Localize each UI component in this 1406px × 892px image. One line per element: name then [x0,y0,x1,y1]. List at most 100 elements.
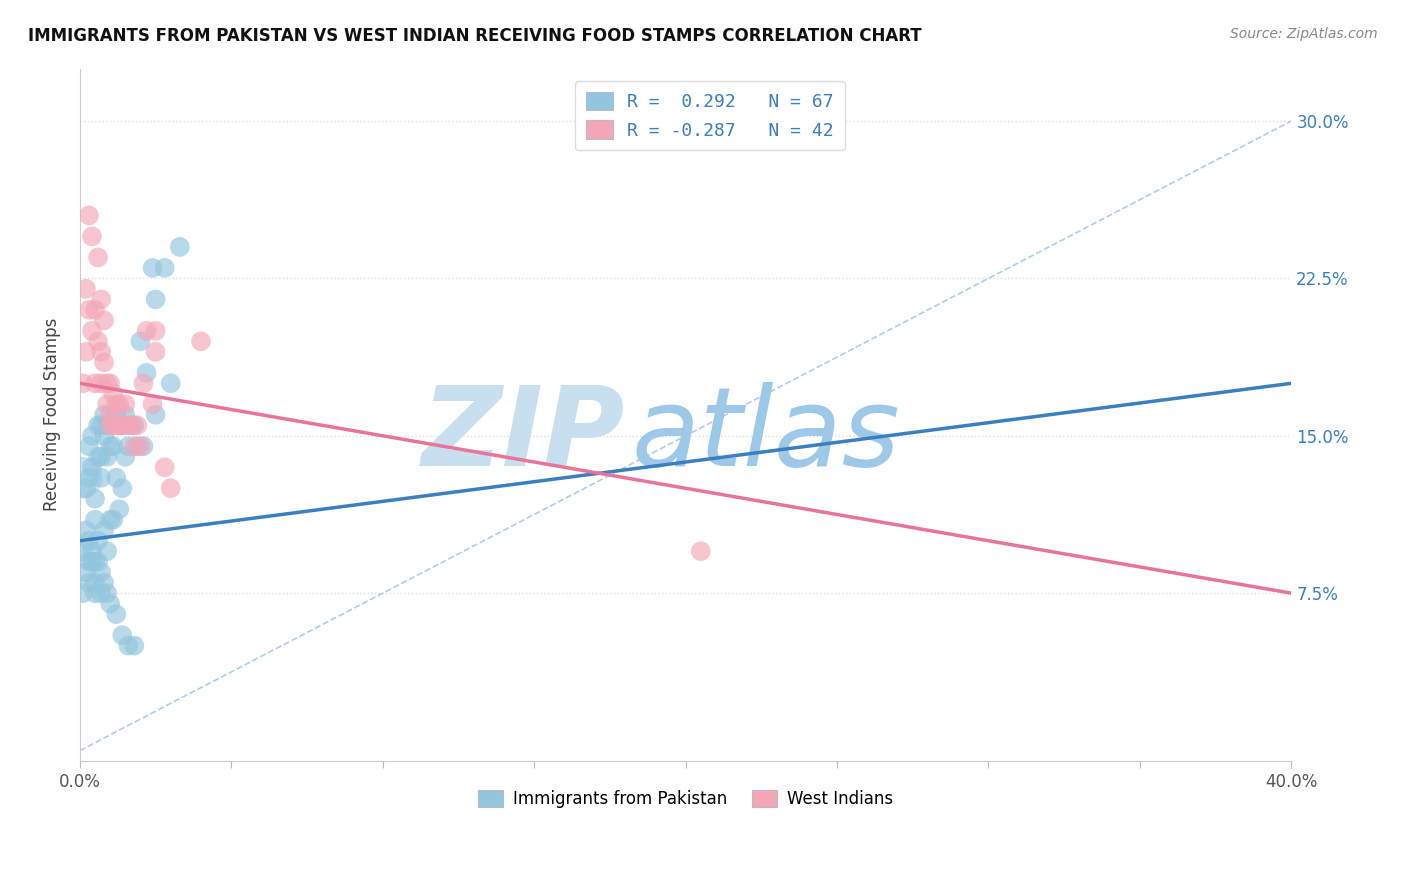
Point [93,355,115,369]
Point [84,586,107,600]
Point [84,513,107,527]
Point [84,491,107,506]
Point [98,418,121,433]
Point [87,533,110,548]
Point [111,628,134,642]
Point [77,555,100,569]
Point [72,376,94,391]
Point [87,251,110,265]
Point [98,418,121,433]
Point [87,450,110,464]
Point [145,408,167,422]
Point [75,344,97,359]
Point [96,450,118,464]
Point [96,376,118,391]
Point [96,586,118,600]
Point [111,418,134,433]
Point [93,313,115,327]
Point [75,481,97,495]
Point [96,418,118,433]
Point [80,460,103,475]
Point [80,324,103,338]
Point [72,586,94,600]
Point [117,418,139,433]
Point [98,408,121,422]
Point [129,334,152,349]
Point [90,586,112,600]
Point [77,471,100,485]
Point [111,418,134,433]
Point [87,418,110,433]
Point [103,386,125,401]
Point [98,597,121,611]
Point [117,439,139,453]
Point [80,555,103,569]
Point [77,575,100,590]
Point [105,408,128,422]
Point [90,293,112,307]
Point [103,439,125,453]
Point [93,429,115,443]
Point [124,639,146,653]
Point [80,544,103,558]
Point [90,376,112,391]
Point [93,523,115,537]
Point [129,439,152,453]
Point [108,502,131,516]
Point [108,397,131,411]
Legend: Immigrants from Pakistan, West Indians: Immigrants from Pakistan, West Indians [471,783,900,815]
Point [93,575,115,590]
Point [153,460,176,475]
Point [127,418,149,433]
Point [80,229,103,244]
Point [84,302,107,317]
Point [105,471,128,485]
Point [145,293,167,307]
Point [77,209,100,223]
Point [98,376,121,391]
Point [132,439,155,453]
Point [135,324,157,338]
Point [114,397,136,411]
Point [80,429,103,443]
Point [87,334,110,349]
Point [145,324,167,338]
Text: ZIP: ZIP [422,382,626,489]
Point [159,481,181,495]
Point [124,418,146,433]
Point [75,523,97,537]
Point [105,397,128,411]
Point [169,240,191,254]
Point [98,439,121,453]
Point [77,439,100,453]
Point [96,397,118,411]
Point [142,260,165,275]
Point [90,344,112,359]
Point [90,450,112,464]
Text: Source: ZipAtlas.com: Source: ZipAtlas.com [1230,27,1378,41]
Point [103,513,125,527]
Point [153,260,176,275]
Point [103,418,125,433]
Point [77,302,100,317]
Point [159,376,181,391]
Point [93,408,115,422]
Point [142,397,165,411]
Text: atlas: atlas [631,382,900,489]
Point [87,555,110,569]
Point [135,366,157,380]
Y-axis label: Receiving Food Stamps: Receiving Food Stamps [44,318,60,511]
Point [75,565,97,579]
Point [120,418,142,433]
Point [114,450,136,464]
Point [108,418,131,433]
Point [124,439,146,453]
Text: IMMIGRANTS FROM PAKISTAN VS WEST INDIAN RECEIVING FOOD STAMPS CORRELATION CHART: IMMIGRANTS FROM PAKISTAN VS WEST INDIAN … [28,27,922,45]
Point [77,533,100,548]
Point [108,418,131,433]
Point [127,439,149,453]
Point [120,418,142,433]
Point [117,639,139,653]
Point [72,544,94,558]
Point [111,481,134,495]
